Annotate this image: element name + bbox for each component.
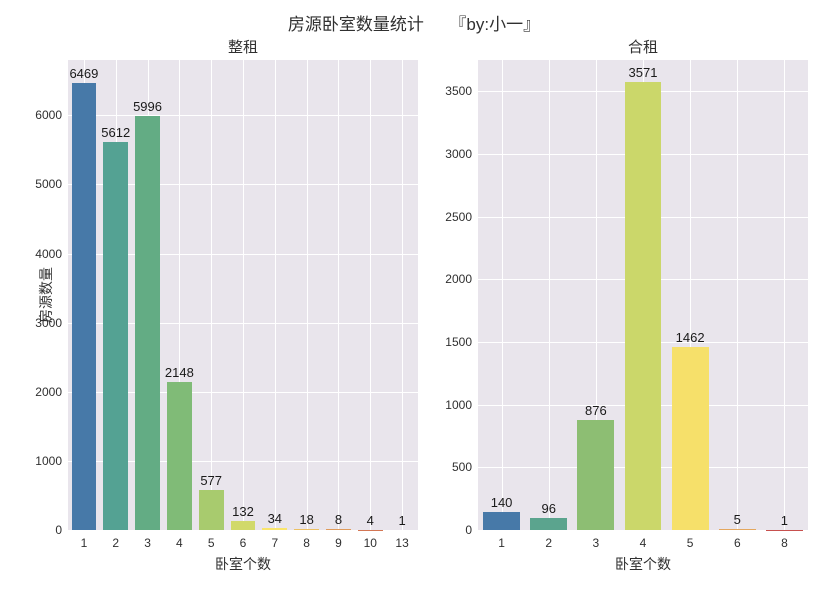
- xtick-label: 2: [112, 536, 119, 550]
- ytick-label: 2500: [445, 210, 472, 224]
- gridline-v: [243, 60, 244, 530]
- xtick-label: 5: [208, 536, 215, 550]
- bar-value-label: 4: [367, 513, 374, 528]
- xtick-label: 1: [81, 536, 88, 550]
- bar: [577, 420, 614, 530]
- x-axis-label: 卧室个数: [478, 554, 808, 574]
- ytick-label: 3500: [445, 84, 472, 98]
- bar-value-label: 876: [585, 403, 607, 418]
- bar: [262, 528, 287, 530]
- xtick-label: 6: [734, 536, 741, 550]
- gridline-v: [307, 60, 308, 530]
- xtick-label: 4: [176, 536, 183, 550]
- xtick-label: 3: [144, 536, 151, 550]
- ytick-label: 1000: [35, 454, 62, 468]
- xtick-label: 7: [271, 536, 278, 550]
- gridline-v: [549, 60, 550, 530]
- bar-value-label: 5: [734, 512, 741, 527]
- bar-value-label: 140: [491, 495, 513, 510]
- ytick-label: 6000: [35, 108, 62, 122]
- x-axis-label: 卧室个数: [68, 554, 418, 574]
- bar-value-label: 8: [335, 512, 342, 527]
- bar: [199, 490, 224, 530]
- gridline-v: [338, 60, 339, 530]
- xtick-label: 1: [498, 536, 505, 550]
- gridline-h: [68, 530, 418, 531]
- bar-value-label: 96: [541, 501, 555, 516]
- bar-value-label: 34: [268, 511, 282, 526]
- bar-value-label: 1462: [676, 330, 705, 345]
- subplot-title: 整租: [68, 36, 418, 57]
- bar: [135, 116, 160, 530]
- xtick-label: 8: [781, 536, 788, 550]
- bar: [625, 82, 662, 530]
- gridline-v: [784, 60, 785, 530]
- bar: [72, 83, 97, 530]
- ytick-label: 1000: [445, 398, 472, 412]
- bar-value-label: 132: [232, 504, 254, 519]
- y-axis-label: 房源数量: [36, 267, 56, 323]
- bar: [719, 529, 756, 530]
- xtick-label: 2: [545, 536, 552, 550]
- gridline-v: [211, 60, 212, 530]
- bar-value-label: 3571: [629, 65, 658, 80]
- bar-value-label: 2148: [165, 365, 194, 380]
- bar-value-label: 18: [299, 512, 313, 527]
- subplot-1: 合租05001000150020002500300035001401962876…: [478, 60, 808, 530]
- bar-value-label: 5612: [101, 125, 130, 140]
- bar-value-label: 6469: [69, 66, 98, 81]
- xtick-label: 13: [395, 536, 408, 550]
- figure-suptitle: 房源卧室数量统计 『by:小一』: [0, 10, 828, 35]
- bar: [167, 382, 192, 530]
- xtick-label: 5: [687, 536, 694, 550]
- gridline-v: [737, 60, 738, 530]
- ytick-label: 3000: [445, 147, 472, 161]
- bar-value-label: 5996: [133, 99, 162, 114]
- gridline-h: [478, 530, 808, 531]
- subplot-title: 合租: [478, 36, 808, 57]
- gridline-v: [370, 60, 371, 530]
- ytick-label: 5000: [35, 177, 62, 191]
- ytick-label: 2000: [35, 385, 62, 399]
- bar: [483, 512, 520, 530]
- xtick-label: 4: [640, 536, 647, 550]
- ytick-label: 0: [465, 523, 472, 537]
- bar-value-label: 1: [781, 513, 788, 528]
- gridline-v: [275, 60, 276, 530]
- xtick-label: 9: [335, 536, 342, 550]
- bar: [530, 518, 567, 530]
- bar-value-label: 1: [398, 513, 405, 528]
- bar: [672, 347, 709, 530]
- bar: [294, 529, 319, 530]
- ytick-label: 1500: [445, 335, 472, 349]
- ytick-label: 2000: [445, 272, 472, 286]
- xtick-label: 6: [240, 536, 247, 550]
- bar: [326, 529, 351, 530]
- gridline-v: [502, 60, 503, 530]
- gridline-v: [402, 60, 403, 530]
- xtick-label: 3: [593, 536, 600, 550]
- ytick-label: 0: [55, 523, 62, 537]
- xtick-label: 8: [303, 536, 310, 550]
- bar: [103, 142, 128, 530]
- subplot-0: 整租01000200030004000500060006469156122599…: [68, 60, 418, 530]
- ytick-label: 500: [452, 460, 472, 474]
- bar: [231, 521, 256, 530]
- figure: 房源卧室数量统计 『by:小一』 整租010002000300040005000…: [0, 0, 828, 589]
- xtick-label: 10: [364, 536, 377, 550]
- bar-value-label: 577: [200, 473, 222, 488]
- ytick-label: 4000: [35, 247, 62, 261]
